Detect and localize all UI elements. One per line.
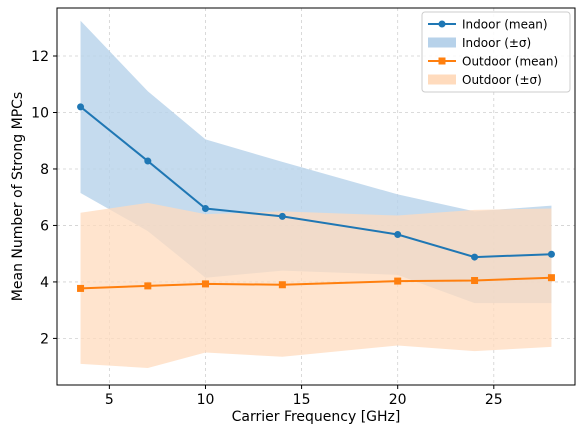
legend-label-outdoor-mean: Outdoor (mean): [462, 55, 558, 69]
y-tick-label: 8: [40, 162, 49, 178]
point-indoor: [471, 253, 479, 261]
x-tick-label: 25: [485, 392, 503, 408]
y-tick-label: 12: [31, 49, 49, 65]
x-tick-label: 10: [197, 392, 215, 408]
point-outdoor: [144, 282, 152, 290]
legend: Indoor (mean) Indoor (±σ) Outdoor (mean) Ou…: [421, 11, 571, 93]
point-outdoor: [201, 280, 209, 288]
point-outdoor: [278, 281, 286, 289]
point-indoor: [201, 205, 209, 213]
y-tick-label: 6: [40, 218, 49, 234]
axis-ticks: 5 10 15 20 25 2 4 6 8 10 12: [31, 49, 503, 408]
legend-marker-indoor: [438, 20, 446, 28]
markers: [77, 103, 555, 292]
point-indoor: [77, 103, 85, 111]
point-indoor: [144, 157, 152, 165]
point-outdoor: [547, 274, 555, 282]
point-indoor: [394, 230, 402, 238]
x-tick-label: 20: [389, 392, 407, 408]
legend-marker-outdoor: [438, 57, 446, 65]
y-tick-label: 10: [31, 105, 49, 121]
x-tick-label: 5: [105, 392, 114, 408]
legend-label-outdoor-band: Outdoor (±σ): [462, 73, 542, 87]
legend-box: [421, 11, 571, 93]
legend-label-indoor-band: Indoor (±σ): [462, 36, 531, 50]
point-indoor: [278, 212, 286, 220]
y-tick-label: 4: [40, 275, 49, 291]
point-outdoor: [77, 284, 85, 292]
point-indoor: [547, 250, 555, 258]
y-axis-label: Mean Number of Strong MPCs: [10, 92, 26, 301]
plot-frame: [56, 7, 576, 386]
x-axis-label: Carrier Frequency [GHz]: [232, 409, 401, 425]
legend-swatch-outdoor-band: [428, 74, 456, 85]
legend-label-indoor-mean: Indoor (mean): [462, 18, 548, 32]
point-outdoor: [471, 277, 479, 285]
legend-swatch-indoor-band: [428, 37, 456, 48]
x-tick-label: 15: [293, 392, 311, 408]
y-tick-label: 2: [40, 331, 49, 347]
point-outdoor: [394, 277, 402, 285]
